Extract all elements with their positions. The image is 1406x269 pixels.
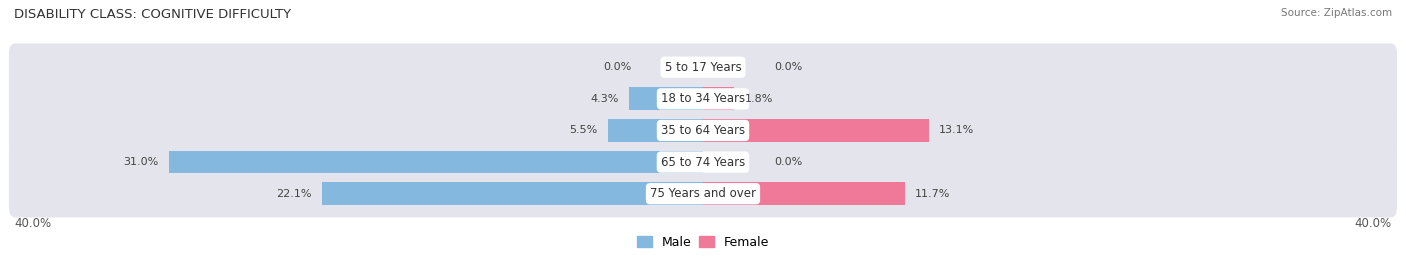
Text: 75 Years and over: 75 Years and over	[650, 187, 756, 200]
Bar	[703, 119, 928, 142]
Text: 31.0%: 31.0%	[124, 157, 159, 167]
Text: 4.3%: 4.3%	[591, 94, 619, 104]
Bar	[169, 151, 703, 174]
Bar	[703, 182, 904, 205]
Text: 0.0%: 0.0%	[775, 62, 803, 72]
Text: 5.5%: 5.5%	[569, 125, 598, 136]
Bar	[322, 182, 703, 205]
Text: Source: ZipAtlas.com: Source: ZipAtlas.com	[1281, 8, 1392, 18]
Text: 22.1%: 22.1%	[277, 189, 312, 199]
Text: 1.8%: 1.8%	[744, 94, 773, 104]
Text: 11.7%: 11.7%	[915, 189, 950, 199]
FancyBboxPatch shape	[8, 170, 1398, 217]
Text: 18 to 34 Years: 18 to 34 Years	[661, 92, 745, 105]
Bar	[609, 119, 703, 142]
Text: 35 to 64 Years: 35 to 64 Years	[661, 124, 745, 137]
Text: 0.0%: 0.0%	[775, 157, 803, 167]
Bar	[628, 87, 703, 110]
Bar	[703, 87, 734, 110]
FancyBboxPatch shape	[8, 75, 1398, 123]
Text: 65 to 74 Years: 65 to 74 Years	[661, 155, 745, 169]
Text: 13.1%: 13.1%	[939, 125, 974, 136]
FancyBboxPatch shape	[8, 138, 1398, 186]
Legend: Male, Female: Male, Female	[631, 231, 775, 254]
Text: DISABILITY CLASS: COGNITIVE DIFFICULTY: DISABILITY CLASS: COGNITIVE DIFFICULTY	[14, 8, 291, 21]
Text: 40.0%: 40.0%	[14, 217, 51, 231]
FancyBboxPatch shape	[8, 107, 1398, 154]
Text: 40.0%: 40.0%	[1355, 217, 1392, 231]
Text: 5 to 17 Years: 5 to 17 Years	[665, 61, 741, 74]
FancyBboxPatch shape	[8, 44, 1398, 91]
Text: 0.0%: 0.0%	[603, 62, 631, 72]
